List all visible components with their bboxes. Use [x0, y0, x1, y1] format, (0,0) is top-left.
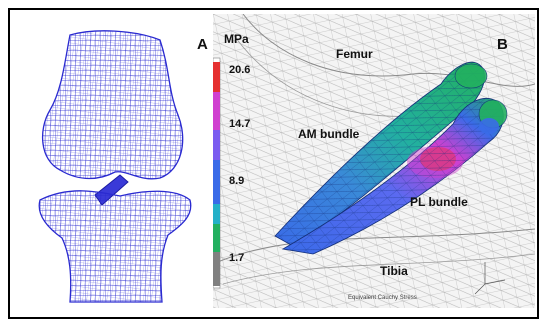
- am-bundle-label: AM bundle: [298, 127, 360, 141]
- colorbar-tick-mid: 8.9: [229, 175, 245, 187]
- axis-triad: [474, 262, 506, 295]
- stress-colorbar: [213, 57, 221, 289]
- stress-caption: Equivalent Cauchy Stress: [348, 295, 417, 301]
- colorbar-unit: MPa: [224, 32, 249, 46]
- panel-a-label: A: [197, 36, 208, 53]
- pl-bundle-label: PL bundle: [410, 195, 468, 209]
- knee-mesh-panel: [10, 10, 210, 319]
- knee-mesh-illustration: [38, 30, 192, 303]
- colorbar-tick-max: 20.6: [229, 64, 251, 76]
- colorbar-tick-high: 14.7: [229, 118, 251, 130]
- tibia-label: Tibia: [380, 264, 408, 278]
- ligament-stress-panel: [213, 14, 535, 308]
- ligament-stress-illustration: [213, 14, 535, 308]
- panel-b-label: B: [497, 36, 508, 53]
- femur-label: Femur: [336, 47, 373, 61]
- colorbar-tick-min: 1.7: [229, 252, 245, 264]
